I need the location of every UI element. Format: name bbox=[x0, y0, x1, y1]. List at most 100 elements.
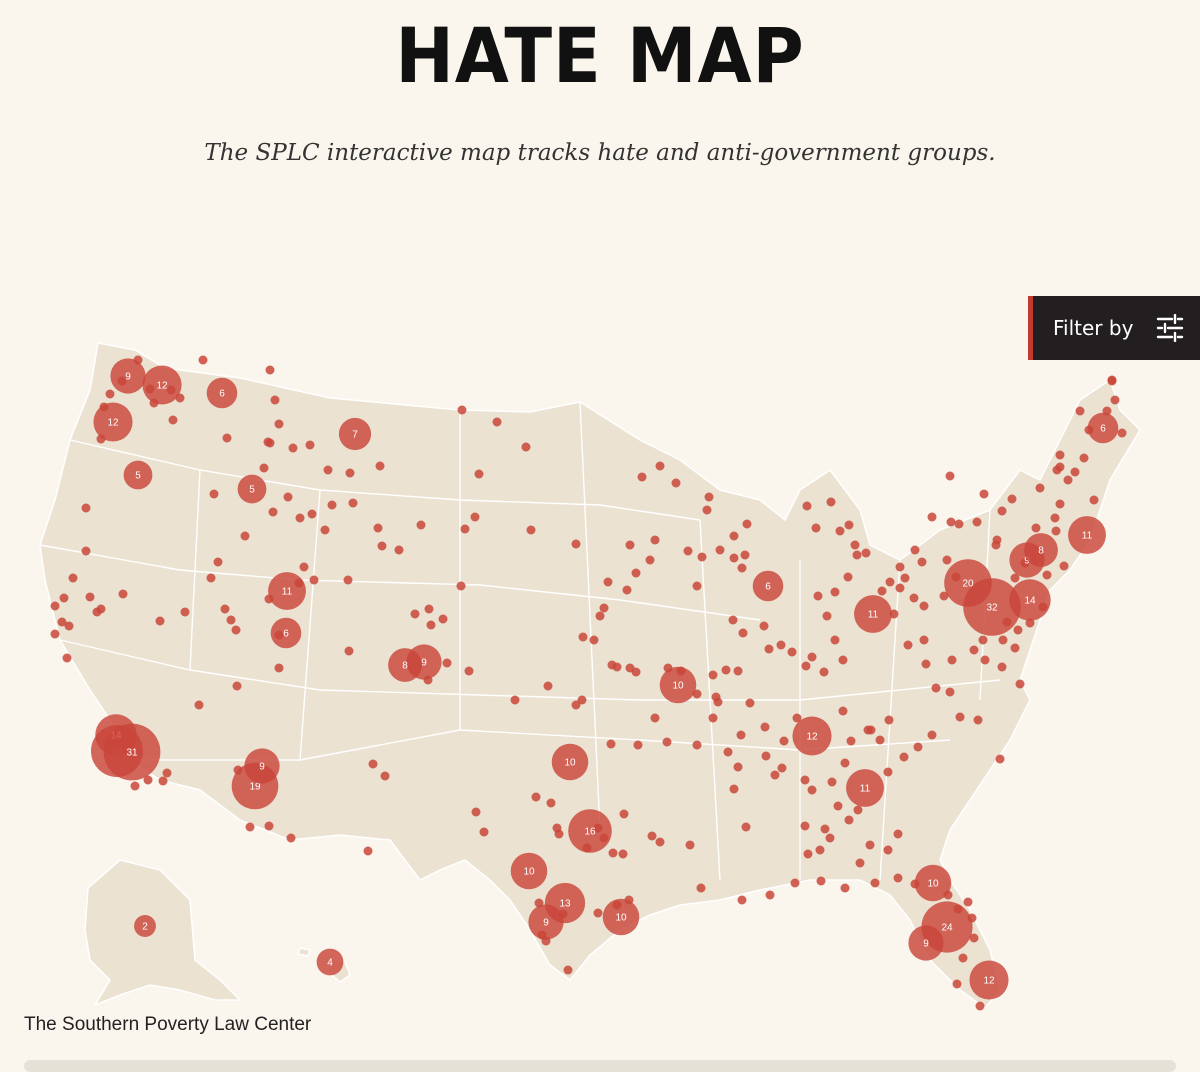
map-dot[interactable] bbox=[1025, 618, 1035, 628]
map-marker-circle[interactable] bbox=[963, 578, 1021, 636]
map-dot[interactable] bbox=[853, 805, 863, 815]
map-marker[interactable]: 10 bbox=[914, 864, 952, 902]
map-dot[interactable] bbox=[945, 471, 955, 481]
map-dot[interactable] bbox=[1063, 475, 1073, 485]
map-dot[interactable] bbox=[777, 763, 787, 773]
map-dot[interactable] bbox=[650, 535, 660, 545]
map-dot[interactable] bbox=[286, 833, 296, 843]
map-dot[interactable] bbox=[464, 666, 474, 676]
map-dot[interactable] bbox=[85, 592, 95, 602]
map-dot[interactable] bbox=[510, 695, 520, 705]
map-dot[interactable] bbox=[637, 472, 647, 482]
map-marker[interactable]: 6 bbox=[206, 377, 238, 409]
map-marker[interactable]: 8 bbox=[1024, 533, 1058, 567]
map-dot[interactable] bbox=[728, 615, 738, 625]
filter-button[interactable]: Filter by bbox=[1028, 296, 1200, 360]
map-dot[interactable] bbox=[790, 878, 800, 888]
map-dot[interactable] bbox=[155, 616, 165, 626]
map-dot[interactable] bbox=[1075, 406, 1085, 416]
map-dot[interactable] bbox=[729, 553, 739, 563]
map-dot[interactable] bbox=[265, 365, 275, 375]
map-marker-circle[interactable] bbox=[1024, 533, 1058, 567]
map-dot[interactable] bbox=[830, 587, 840, 597]
map-dot[interactable] bbox=[625, 540, 635, 550]
map-dot[interactable] bbox=[855, 858, 865, 868]
map-marker[interactable]: 8 bbox=[388, 648, 422, 682]
map-dot[interactable] bbox=[733, 666, 743, 676]
map-dot[interactable] bbox=[815, 845, 825, 855]
map-dot[interactable] bbox=[1059, 561, 1069, 571]
map-marker[interactable]: 9 bbox=[244, 748, 280, 784]
map-marker[interactable]: 5 bbox=[123, 460, 153, 490]
map-dot[interactable] bbox=[838, 655, 848, 665]
map-dot[interactable] bbox=[835, 526, 845, 536]
map-dot[interactable] bbox=[595, 611, 605, 621]
map-dot[interactable] bbox=[844, 815, 854, 825]
map-dot[interactable] bbox=[456, 581, 466, 591]
map-dot[interactable] bbox=[363, 846, 373, 856]
map-dot[interactable] bbox=[800, 775, 810, 785]
map-dot[interactable] bbox=[158, 776, 168, 786]
map-marker-circle[interactable] bbox=[134, 915, 156, 937]
map-marker[interactable]: 7 bbox=[338, 417, 372, 451]
map-dot[interactable] bbox=[526, 525, 536, 535]
map-dot[interactable] bbox=[883, 767, 893, 777]
map-dot[interactable] bbox=[945, 687, 955, 697]
map-dot[interactable] bbox=[919, 601, 929, 611]
map-marker[interactable]: 10 bbox=[602, 898, 640, 936]
map-dot[interactable] bbox=[954, 519, 964, 529]
map-marker-circle[interactable] bbox=[268, 572, 306, 610]
map-dot[interactable] bbox=[607, 660, 617, 670]
map-dot[interactable] bbox=[245, 822, 255, 832]
map-dot[interactable] bbox=[457, 405, 467, 415]
map-dot[interactable] bbox=[696, 883, 706, 893]
map-dot[interactable] bbox=[885, 577, 895, 587]
map-marker[interactable]: 9 bbox=[110, 358, 146, 394]
map-dot[interactable] bbox=[939, 591, 949, 601]
map-dot[interactable] bbox=[220, 604, 230, 614]
map-dot[interactable] bbox=[577, 695, 587, 705]
map-dot[interactable] bbox=[222, 433, 232, 443]
map-dot[interactable] bbox=[647, 831, 657, 841]
markers-layer[interactable]: 1296125571169825143119916131091010101211… bbox=[50, 355, 1127, 1011]
map-marker-circle[interactable] bbox=[237, 474, 267, 504]
map-dot[interactable] bbox=[715, 545, 725, 555]
map-dot[interactable] bbox=[1031, 523, 1041, 533]
map-dot[interactable] bbox=[1035, 483, 1045, 493]
map-marker[interactable]: 31 bbox=[103, 723, 161, 781]
map-dot[interactable] bbox=[265, 438, 275, 448]
map-dot[interactable] bbox=[697, 552, 707, 562]
map-dot[interactable] bbox=[833, 801, 843, 811]
map-dot[interactable] bbox=[62, 653, 72, 663]
us-hate-map[interactable]: 1296125571169825143119916131091010101211… bbox=[0, 290, 1200, 1030]
map-dot[interactable] bbox=[877, 586, 887, 596]
map-dot[interactable] bbox=[1055, 462, 1065, 472]
map-dot[interactable] bbox=[268, 507, 278, 517]
map-dot[interactable] bbox=[1117, 428, 1127, 438]
map-dot[interactable] bbox=[913, 742, 923, 752]
map-dot[interactable] bbox=[1010, 643, 1020, 653]
map-dot[interactable] bbox=[850, 540, 860, 550]
map-dot[interactable] bbox=[608, 848, 618, 858]
map-dot[interactable] bbox=[807, 785, 817, 795]
map-dot[interactable] bbox=[198, 355, 208, 365]
map-marker-circle[interactable] bbox=[914, 864, 952, 902]
map-dot[interactable] bbox=[852, 550, 862, 560]
map-dot[interactable] bbox=[345, 468, 355, 478]
map-marker-circle[interactable] bbox=[338, 417, 372, 451]
map-dot[interactable] bbox=[373, 523, 383, 533]
map-dot[interactable] bbox=[737, 895, 747, 905]
map-dot[interactable] bbox=[840, 758, 850, 768]
map-dot[interactable] bbox=[531, 792, 541, 802]
map-marker-circle[interactable] bbox=[270, 617, 302, 649]
map-dot[interactable] bbox=[645, 555, 655, 565]
map-marker[interactable]: 11 bbox=[1068, 516, 1106, 554]
map-dot[interactable] bbox=[875, 735, 885, 745]
map-dot[interactable] bbox=[870, 878, 880, 888]
map-dot[interactable] bbox=[320, 525, 330, 535]
map-dot[interactable] bbox=[118, 589, 128, 599]
map-dot[interactable] bbox=[1055, 450, 1065, 460]
map-marker[interactable]: 10 bbox=[551, 743, 589, 781]
map-dot[interactable] bbox=[803, 849, 813, 859]
map-dot[interactable] bbox=[180, 607, 190, 617]
